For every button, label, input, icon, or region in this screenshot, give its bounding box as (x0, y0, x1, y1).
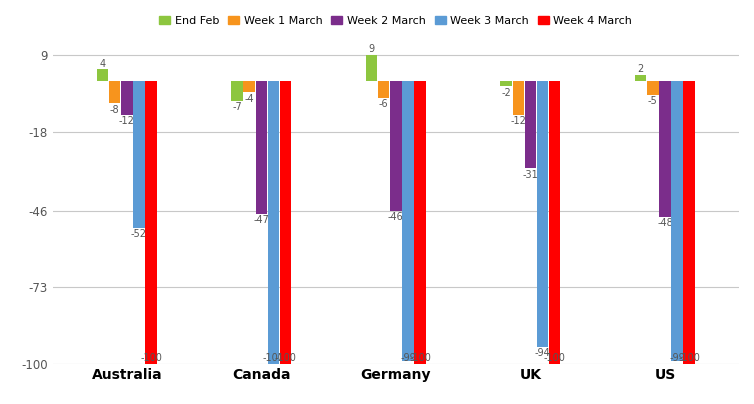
Bar (244, 81, 255, 92)
Bar (133, 81, 145, 228)
Bar (402, 81, 414, 361)
Bar (121, 81, 133, 115)
Bar (647, 81, 658, 95)
Text: -2: -2 (501, 88, 511, 98)
Text: -100: -100 (544, 353, 566, 363)
Text: -5: -5 (648, 97, 657, 106)
Bar (109, 81, 121, 103)
Text: -6: -6 (379, 99, 388, 109)
Text: 4: 4 (100, 59, 106, 69)
Text: -48: -48 (657, 218, 673, 228)
Text: -8: -8 (110, 105, 119, 115)
Text: -46: -46 (388, 213, 403, 222)
Legend: End Feb, Week 1 March, Week 2 March, Week 3 March, Week 4 March: End Feb, Week 1 March, Week 2 March, Wee… (155, 11, 637, 30)
Bar (414, 81, 426, 364)
Text: -100: -100 (262, 353, 284, 363)
Bar (366, 55, 378, 81)
Text: -7: -7 (232, 102, 242, 112)
Bar (513, 81, 524, 115)
Bar (268, 81, 279, 364)
Bar (549, 81, 560, 364)
Bar (146, 81, 157, 364)
Text: 9: 9 (369, 44, 375, 55)
Bar (501, 81, 512, 86)
Bar (231, 81, 243, 101)
Bar (378, 81, 390, 98)
Bar (280, 81, 291, 364)
Bar (525, 81, 536, 168)
Text: 2: 2 (638, 64, 644, 74)
Text: -12: -12 (119, 116, 135, 126)
Text: -100: -100 (140, 353, 162, 363)
Bar (97, 69, 109, 81)
Bar (635, 75, 646, 81)
Bar (256, 81, 267, 214)
Text: -94: -94 (535, 348, 550, 358)
Text: -99: -99 (400, 353, 416, 363)
Text: -31: -31 (523, 170, 538, 180)
Text: -100: -100 (274, 353, 296, 363)
Text: -100: -100 (678, 353, 700, 363)
Text: -100: -100 (409, 353, 431, 363)
Text: -4: -4 (244, 94, 254, 103)
Text: -52: -52 (131, 229, 147, 239)
Text: -99: -99 (669, 353, 685, 363)
Bar (671, 81, 683, 361)
Bar (659, 81, 670, 217)
Text: -12: -12 (510, 116, 526, 126)
Bar (537, 81, 548, 347)
Bar (390, 81, 402, 211)
Text: -47: -47 (253, 215, 269, 225)
Bar (683, 81, 695, 364)
